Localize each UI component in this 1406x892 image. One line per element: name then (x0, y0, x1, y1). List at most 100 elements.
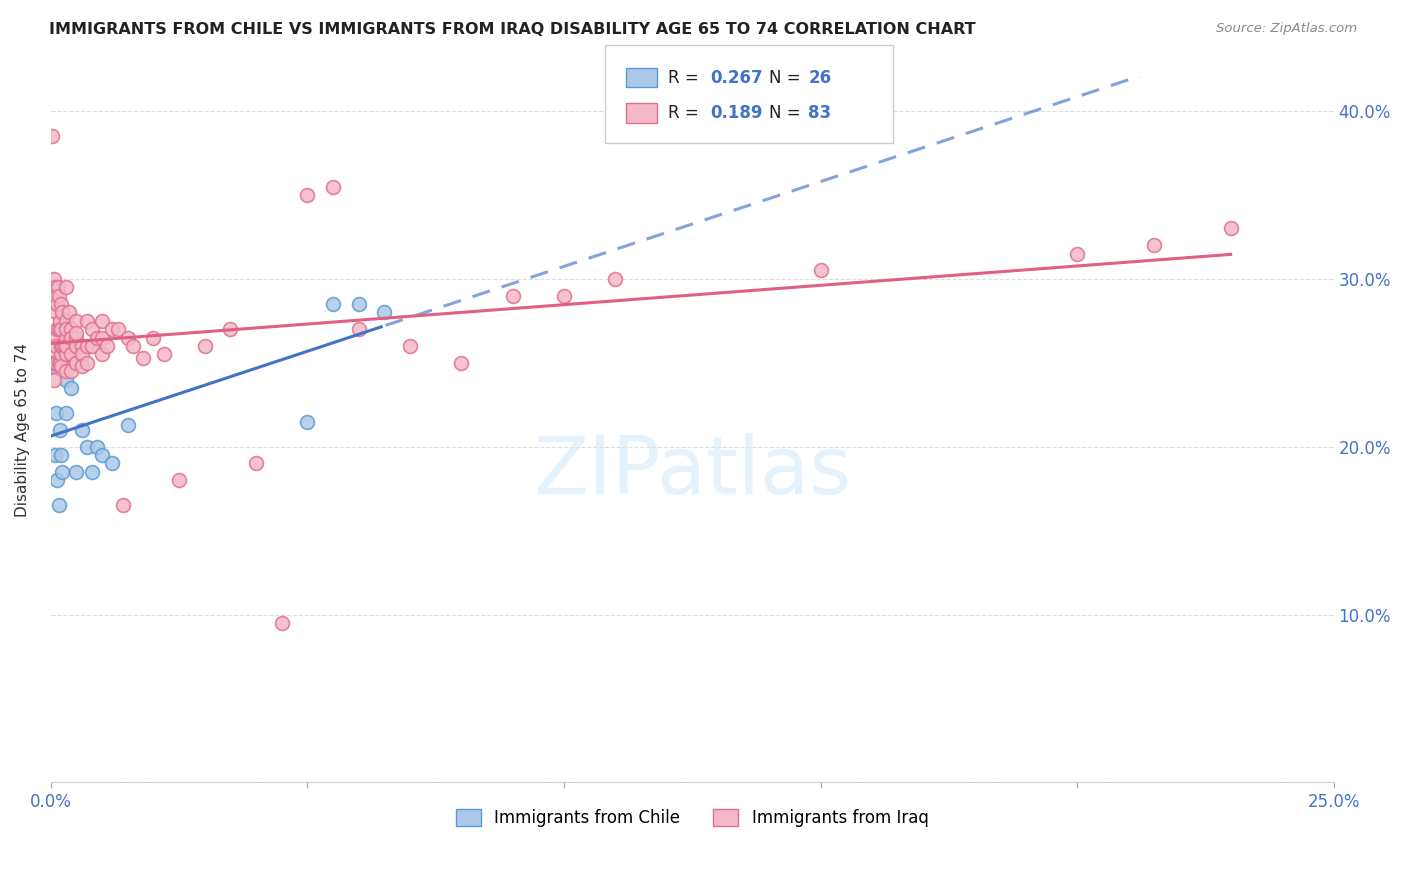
Point (553, 288, 575, 302)
Point (76, 440, 98, 454)
Point (48, 356, 70, 370)
Point (70, 339, 93, 353)
Point (46, 297, 69, 311)
Text: R =: R = (668, 104, 704, 122)
Point (142, 330, 165, 344)
Point (91, 314, 114, 328)
Text: ZIPatlas: ZIPatlas (533, 434, 851, 511)
Point (117, 330, 139, 344)
Point (42, 372, 65, 386)
Point (270, 615, 292, 630)
Point (55, 330, 77, 344)
Point (48, 288, 70, 302)
Point (96, 339, 118, 353)
Point (107, 322, 129, 336)
Point (55, 339, 77, 353)
Point (52, 339, 75, 353)
Point (65, 356, 87, 370)
Point (450, 356, 472, 370)
Text: IMMIGRANTS FROM CHILE VS IMMIGRANTS FROM IRAQ DISABILITY AGE 65 TO 74 CORRELATIO: IMMIGRANTS FROM CHILE VS IMMIGRANTS FROM… (49, 22, 976, 37)
Point (55, 347, 77, 361)
Point (297, 188, 319, 202)
Point (60, 330, 83, 344)
Point (70, 359, 93, 373)
Point (49, 423, 72, 437)
Point (65, 465, 87, 479)
Point (45, 406, 67, 420)
Point (322, 179, 344, 194)
Y-axis label: Disability Age 65 to 74: Disability Age 65 to 74 (15, 343, 30, 516)
Point (55, 322, 77, 336)
Point (70, 423, 93, 437)
Point (44, 448, 66, 462)
Point (55, 406, 77, 420)
Point (152, 347, 174, 361)
Point (810, 263, 832, 277)
Point (55, 280, 77, 294)
Point (51, 339, 73, 353)
Point (49, 297, 72, 311)
Text: R =: R = (668, 69, 704, 87)
Text: Source: ZipAtlas.com: Source: ZipAtlas.com (1216, 22, 1357, 36)
Point (60, 347, 83, 361)
Point (49, 359, 72, 373)
Text: 83: 83 (808, 104, 831, 122)
Point (49, 339, 72, 353)
Point (122, 339, 145, 353)
Point (167, 473, 190, 487)
Point (219, 322, 242, 336)
Point (605, 272, 627, 286)
Point (347, 297, 370, 311)
Point (117, 417, 139, 432)
Point (45, 339, 67, 353)
Point (45, 356, 67, 370)
Point (65, 314, 87, 328)
Point (347, 322, 370, 336)
Point (44, 356, 66, 370)
Point (52, 339, 75, 353)
Text: N =: N = (769, 69, 806, 87)
Point (55, 372, 77, 386)
Text: 0.189: 0.189 (710, 104, 762, 122)
Point (76, 314, 98, 328)
Point (46, 473, 69, 487)
Point (80, 465, 103, 479)
Point (49, 322, 72, 336)
Point (245, 457, 267, 471)
Point (80, 339, 103, 353)
Point (48, 322, 70, 336)
Point (46, 280, 69, 294)
Point (80, 322, 103, 336)
Point (60, 322, 83, 336)
Point (60, 347, 83, 361)
Point (101, 457, 124, 471)
Point (45, 305, 67, 319)
Point (51, 465, 73, 479)
Point (194, 339, 217, 353)
Point (46, 322, 69, 336)
Point (60, 364, 83, 378)
Point (58, 305, 80, 319)
Point (91, 448, 114, 462)
Point (42, 356, 65, 370)
Point (51, 305, 73, 319)
Point (86, 330, 108, 344)
Point (60, 381, 83, 395)
Legend: Immigrants from Chile, Immigrants from Iraq: Immigrants from Chile, Immigrants from I… (449, 803, 935, 834)
Point (297, 415, 319, 429)
Point (70, 347, 93, 361)
Point (44, 272, 66, 286)
Point (45, 288, 67, 302)
Point (49, 314, 72, 328)
Text: 26: 26 (808, 69, 831, 87)
Point (58, 356, 80, 370)
Text: 0.267: 0.267 (710, 69, 762, 87)
Point (42, 359, 65, 373)
Point (49, 347, 72, 361)
Point (76, 356, 98, 370)
Point (41, 129, 63, 144)
Point (48, 499, 70, 513)
Point (101, 322, 124, 336)
Point (55, 314, 77, 328)
Point (65, 326, 87, 340)
